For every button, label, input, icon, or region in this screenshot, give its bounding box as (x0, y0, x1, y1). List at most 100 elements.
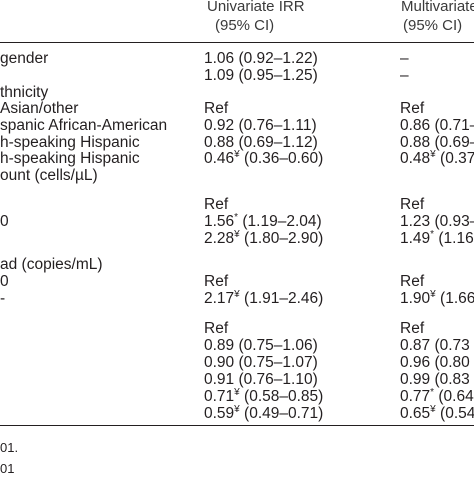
table-row: h-speaking Hispanic 0.46¥ (0.36–0.60) 0.48… (0, 149, 474, 168)
multivariate-cell-value: 0.48 (400, 150, 431, 167)
multivariate-cell-significance-mark: ¥ (430, 404, 436, 415)
univariate-ci-label: (95% CI) (215, 17, 275, 34)
multivariate-cell-value: 0.77 (400, 388, 431, 405)
multivariate-cell: Ref (400, 320, 425, 337)
table-row (0, 303, 474, 320)
univariate-cell-significance-mark: ¥ (234, 387, 240, 398)
univariate-cell: 2.17¥ (1.91–2.46) (204, 289, 323, 308)
bottom-rule (0, 425, 474, 426)
univariate-cell: 0.90 (0.75–1.07) (204, 354, 318, 371)
univariate-cell-significance-mark: ¥ (234, 404, 240, 415)
univariate-cell: 0.89 (0.75–1.06) (204, 337, 318, 354)
table-row: 0 1.56* (1.19–2.04) 1.23 (0.93– (0, 212, 474, 231)
multivariate-cell: 0.96 (0.80 (400, 354, 470, 371)
univariate-cell: Ref (204, 100, 229, 117)
table-row: Ref Ref (0, 196, 474, 213)
univariate-cell: 2.28¥ (1.80–2.90) (204, 229, 324, 248)
multivariate-cell: 1.49* (1.16 (400, 230, 474, 248)
table-row: 0.89 (0.75–1.06) 0.87 (0.73 (0, 337, 474, 354)
multivariate-cell-significance-mark: ¥ (430, 289, 436, 300)
table-row: -2.17¥ (1.91–2.46) 1.90¥ (1.66 (0, 289, 474, 308)
multivariate-cell-significance-mark: * (430, 387, 435, 398)
multivariate-cell: 0.88 (0.69– (400, 134, 474, 151)
row-label: thnicity (0, 84, 49, 101)
multivariate-cell-ci: (0.37 (435, 150, 474, 167)
univariate-cell: 1.06 (0.92–1.22) (204, 50, 318, 67)
table-row: 1.09 (0.95–1.25) – (0, 67, 474, 84)
univariate-cell-value: 2.17 (204, 290, 235, 307)
row-label: gender (0, 50, 49, 67)
table-row: 0.90 (0.75–1.07) 0.96 (0.80 (0, 354, 474, 371)
multivariate-cell: 0.65¥ (0.54 (400, 404, 474, 423)
footnote-1: 01. (0, 440, 19, 455)
univariate-cell: Ref (204, 320, 229, 337)
univariate-cell-value: 2.28 (204, 230, 235, 247)
univariate-cell-significance-mark: * (234, 212, 239, 223)
univariate-cell: Ref (204, 273, 229, 290)
univariate-cell-ci: (0.58–0.85) (239, 388, 324, 405)
multivariate-cell: – (400, 50, 409, 67)
multivariate-title: Multivariate (401, 0, 474, 15)
multivariate-cell: Ref (400, 100, 425, 117)
table-row: ount (cells/µL) (0, 167, 474, 184)
univariate-cell-ci: (1.19–2.04) (238, 213, 322, 230)
row-label: ount (cells/µL) (0, 167, 98, 184)
univariate-cell-significance-mark: ¥ (234, 229, 240, 240)
row-label: h-speaking Hispanic (0, 134, 140, 151)
row-label: Asian/other (0, 100, 79, 117)
multivariate-ci-label: (95% CI) (403, 17, 463, 34)
univariate-cell: Ref (204, 196, 229, 213)
multivariate-cell-ci: (0.64 (434, 388, 474, 405)
univariate-cell-ci: (1.80–2.90) (239, 230, 324, 247)
univariate-cell: 0.92 (0.76–1.11) (204, 117, 317, 134)
multivariate-cell-significance-mark: ¥ (430, 149, 436, 160)
multivariate-cell: 0.87 (0.73 (400, 337, 470, 354)
table-row: 0.91 (0.76–1.10) 0.99 (0.83 (0, 371, 474, 388)
univariate-cell: 0.71¥ (0.58–0.85) (204, 387, 324, 406)
row-label: 0 (0, 273, 9, 290)
multivariate-cell-ci: (1.16 (434, 230, 474, 247)
row-label: spanic African-American (0, 117, 168, 134)
univariate-cell-significance-mark: ¥ (234, 289, 240, 300)
univariate-cell-value: 1.56 (204, 213, 235, 230)
table-row: Asian/other Ref Ref (0, 100, 474, 117)
univariate-cell: 1.56* (1.19–2.04) (204, 212, 322, 231)
footnote-2: 01 (0, 461, 15, 476)
multivariate-cell: 1.23 (0.93– (400, 213, 474, 230)
univariate-cell: 0.91 (0.76–1.10) (204, 371, 318, 388)
table-row: 0.59¥ (0.49–0.71) 0.65¥ (0.54 (0, 404, 474, 423)
multivariate-cell: 0.77* (0.64 (400, 387, 474, 406)
table-row: h-speaking Hispanic 0.88 (0.69–1.12) 0.88 … (0, 134, 474, 151)
table-row: thnicity (0, 84, 474, 101)
multivariate-cell-value: 1.90 (400, 290, 431, 307)
multivariate-cell: – (400, 67, 409, 84)
multivariate-cell-ci: (1.66 (435, 290, 474, 307)
table-row: 0 Ref Ref (0, 273, 474, 290)
multivariate-cell-value: 0.65 (400, 405, 431, 422)
table-row: gender 1.06 (0.92–1.22) – (0, 50, 474, 67)
univariate-cell-value: 0.59 (204, 405, 235, 422)
multivariate-header: Multivariate (95% CI) (401, 0, 474, 35)
univariate-cell: 0.59¥ (0.49–0.71) (204, 404, 323, 423)
multivariate-cell-value: 1.49 (400, 230, 431, 247)
univariate-title: Univariate IRR (207, 0, 305, 15)
multivariate-cell: 0.86 (0.71– (400, 117, 474, 134)
univariate-cell-significance-mark: ¥ (234, 149, 240, 160)
table-row: 2.28¥ (1.80–2.90) 1.49* (1.16 (0, 229, 474, 248)
multivariate-cell: 0.99 (0.83 (400, 371, 470, 388)
multivariate-cell: 1.90¥ (1.66 (400, 289, 474, 308)
row-label: 0 (0, 213, 9, 230)
univariate-cell-value: 0.46 (204, 150, 235, 167)
header-rule (0, 42, 474, 43)
row-label: - (0, 290, 6, 307)
univariate-cell: 0.46¥ (0.36–0.60) (204, 149, 324, 168)
table-row: Ref Ref (0, 320, 474, 337)
univariate-cell-value: 0.71 (204, 388, 235, 405)
multivariate-cell-ci: (0.54 (435, 405, 474, 422)
multivariate-cell: Ref (400, 273, 425, 290)
row-label: h-speaking Hispanic (0, 150, 140, 167)
table-row: spanic African-American 0.92 (0.76–1.11) 0… (0, 117, 474, 134)
univariate-cell-ci: (0.36–0.60) (239, 150, 324, 167)
multivariate-cell: Ref (400, 196, 425, 213)
